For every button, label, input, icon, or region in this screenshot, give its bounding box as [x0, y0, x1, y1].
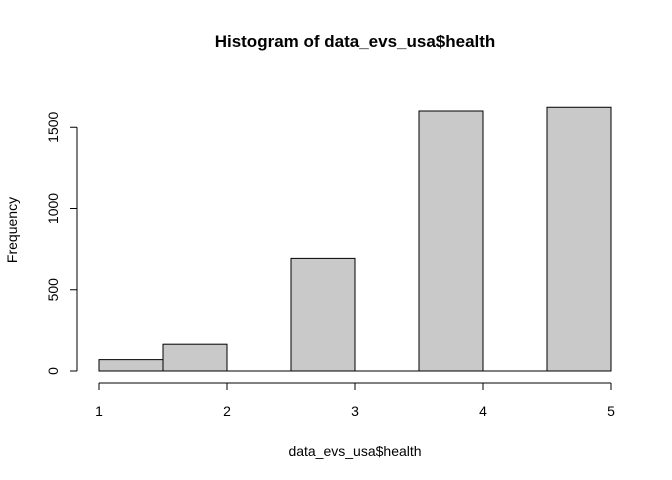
y-axis-label: Frequency: [4, 197, 20, 263]
y-tick-label: 500: [45, 278, 61, 302]
x-axis: 1 2 3 4 5: [95, 382, 615, 419]
histogram-bar-4: [290, 257, 356, 372]
histogram-bar-6: [418, 110, 484, 372]
histogram-bar-8: [546, 106, 612, 372]
histogram-bar-1: [98, 359, 164, 372]
x-tick-label: 4: [479, 403, 487, 419]
x-tick-label: 2: [223, 403, 231, 419]
chart-title: Histogram of data_evs_usa$health: [215, 32, 496, 51]
histogram-bar-2: [162, 343, 228, 372]
y-tick-label: 0: [45, 367, 61, 375]
x-tick-label: 3: [351, 403, 359, 419]
x-tick-label: 1: [95, 403, 103, 419]
y-tick-label: 1500: [45, 111, 61, 142]
y-axis: 0 500 1000 1500: [45, 111, 78, 375]
bars: [98, 106, 612, 372]
y-tick-label: 1000: [45, 193, 61, 224]
x-tick-label: 5: [607, 403, 615, 419]
x-axis-label: data_evs_usa$health: [288, 443, 421, 459]
